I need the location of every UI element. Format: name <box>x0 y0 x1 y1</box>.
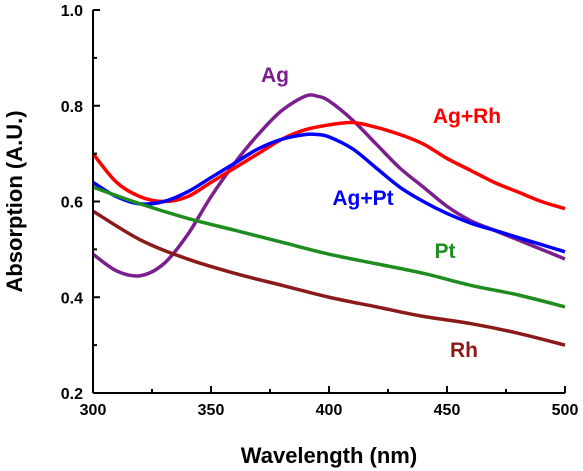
series-label-rh: Rh <box>450 339 478 362</box>
y-tick-label: 0.8 <box>61 99 83 116</box>
x-tick-label: 400 <box>316 402 343 419</box>
series-layer <box>91 93 566 347</box>
series-label-ag-pt: Ag+Pt <box>332 187 393 210</box>
x-tick-label: 300 <box>80 402 107 419</box>
x-tick-label: 450 <box>434 402 461 419</box>
x-tick-label: 500 <box>552 402 579 419</box>
y-tick-label: 0.2 <box>61 386 83 403</box>
y-tick-label: 0.6 <box>61 195 83 212</box>
series-line-ag-pt <box>92 132 566 254</box>
x-axis-title: Wavelength (nm) <box>241 443 417 468</box>
series-line-pt <box>92 185 566 309</box>
y-axis-title: Absorption (A.U.) <box>2 110 27 292</box>
series-line-rh <box>92 209 566 347</box>
series-label-pt: Pt <box>435 240 456 263</box>
y-tick-label: 0.4 <box>61 290 83 307</box>
series-label-ag: Ag <box>261 64 289 87</box>
tick-label-layer: 300 350 400 450 500 0.2 0.4 0.6 0.8 1.0 <box>61 3 579 419</box>
series-label-layer: Ag Ag+Rh Ag+Pt Pt Rh <box>261 64 501 362</box>
axes-layer <box>92 9 566 394</box>
series-label-ag-rh: Ag+Rh <box>433 105 501 128</box>
y-tick-label: 1.0 <box>61 3 83 20</box>
x-tick-label: 350 <box>198 402 225 419</box>
